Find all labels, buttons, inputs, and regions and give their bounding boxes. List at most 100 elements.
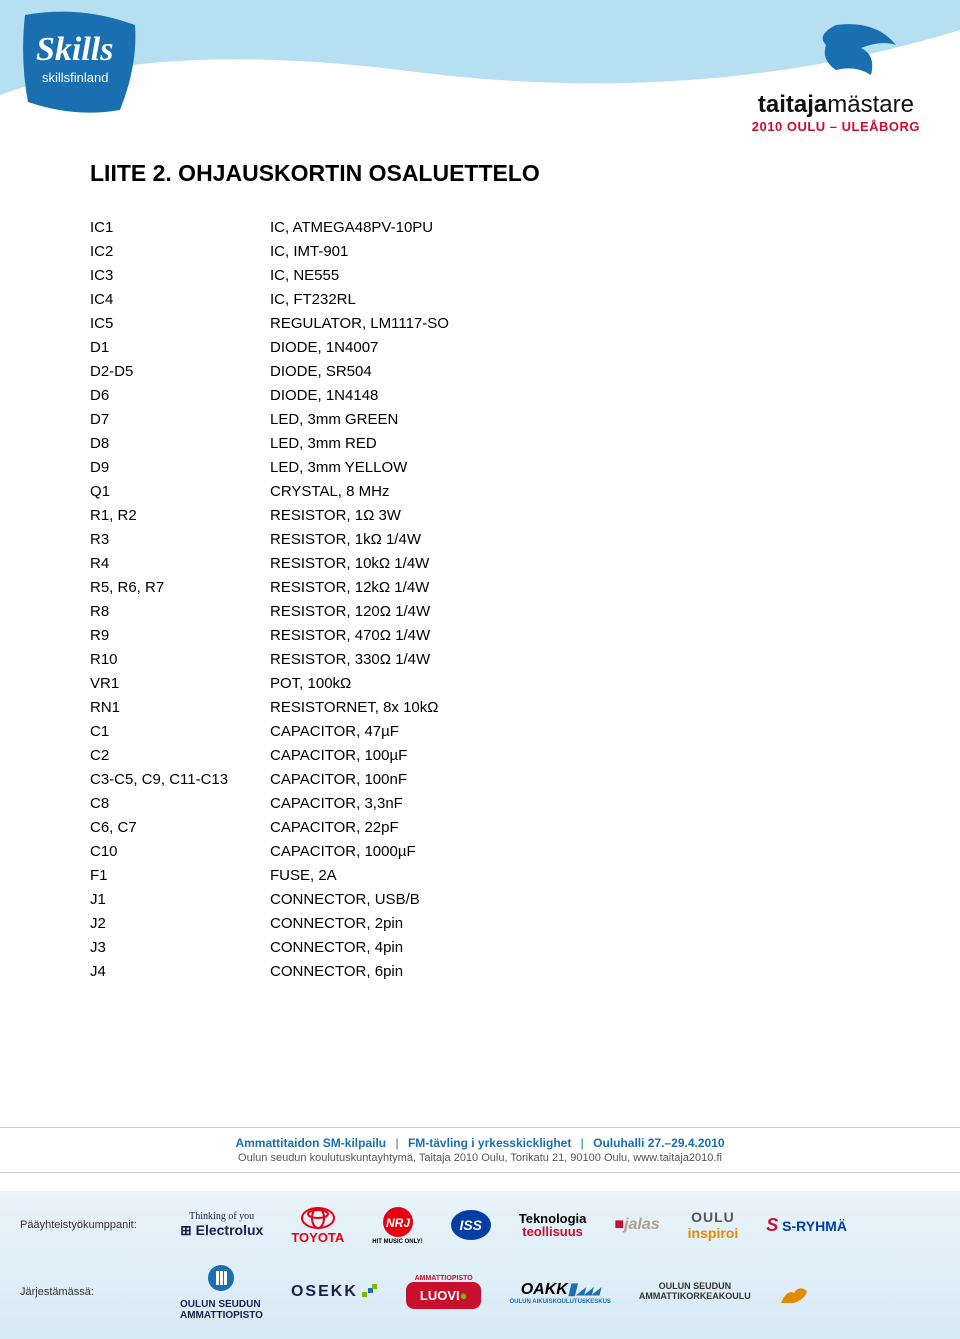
part-desc: POT, 100kΩ — [270, 671, 449, 695]
part-ref: D7 — [90, 407, 270, 431]
taitaja-logo: taitajamästare 2010 OULU – ULEÅBORG — [752, 20, 920, 134]
logo-toyota: TOYOTA — [291, 1206, 344, 1245]
part-desc: RESISTOR, 10kΩ 1/4W — [270, 551, 449, 575]
part-desc: CAPACITOR, 47µF — [270, 719, 449, 743]
part-ref: R9 — [90, 623, 270, 647]
part-ref: J4 — [90, 959, 270, 983]
part-desc: REGULATOR, LM1117-SO — [270, 311, 449, 335]
footer-info: Ammattitaidon SM-kilpailu | FM-tävling i… — [0, 1127, 960, 1173]
part-desc: CRYSTAL, 8 MHz — [270, 479, 449, 503]
logo-iss: ISS — [451, 1210, 491, 1240]
logo-luovi: AMMATTIOPISTO LUOVI● — [406, 1275, 482, 1309]
info-seg: Ouluhalli 27.–29.4.2010 — [593, 1136, 724, 1150]
part-ref: RN1 — [90, 695, 270, 719]
footer-info-line1: Ammattitaidon SM-kilpailu | FM-tävling i… — [0, 1136, 960, 1150]
part-desc: CONNECTOR, 2pin — [270, 911, 449, 935]
info-seg: Ammattitaidon SM-kilpailu — [235, 1136, 386, 1150]
part-ref: D1 — [90, 335, 270, 359]
part-desc: DIODE, 1N4007 — [270, 335, 449, 359]
part-ref: C3-C5, C9, C11-C13 — [90, 767, 270, 791]
oakk-text: OAKK — [521, 1281, 568, 1298]
info-sep: | — [395, 1136, 398, 1150]
oakk-sub: OULUN AIKUISKOULUTUSKESKUS — [509, 1299, 610, 1305]
electrolux-tagline: Thinking of you — [189, 1211, 254, 1222]
part-desc: RESISTOR, 330Ω 1/4W — [270, 647, 449, 671]
logo-nrj: NRJ HIT MUSIC ONLY! — [372, 1205, 422, 1245]
table-row: C8CAPACITOR, 3,3nF — [90, 791, 449, 815]
brand-bold: taitaja — [758, 91, 827, 118]
part-desc: DIODE, SR504 — [270, 359, 449, 383]
logo-electrolux: Thinking of you ⊞ Electrolux — [180, 1211, 263, 1240]
table-row: IC5REGULATOR, LM1117-SO — [90, 311, 449, 335]
part-desc: CAPACITOR, 100µF — [270, 743, 449, 767]
part-ref: IC4 — [90, 287, 270, 311]
part-ref: C2 — [90, 743, 270, 767]
part-ref: F1 — [90, 863, 270, 887]
table-row: R8RESISTOR, 120Ω 1/4W — [90, 599, 449, 623]
luovi-tag: AMMATTIOPISTO — [415, 1275, 473, 1282]
part-ref: R4 — [90, 551, 270, 575]
brand-sub: 2010 OULU – ULEÅBORG — [752, 119, 920, 134]
logo-flame-icon — [779, 1279, 809, 1305]
part-ref: VR1 — [90, 671, 270, 695]
table-row: F1FUSE, 2A — [90, 863, 449, 887]
part-ref: J2 — [90, 911, 270, 935]
part-ref: R1, R2 — [90, 503, 270, 527]
part-desc: DIODE, 1N4148 — [270, 383, 449, 407]
part-ref: R8 — [90, 599, 270, 623]
part-ref: R3 — [90, 527, 270, 551]
content-area: LIITE 2. OHJAUSKORTIN OSALUETTELO IC1IC,… — [0, 150, 960, 983]
table-row: IC2IC, IMT-901 — [90, 239, 449, 263]
sryhma-text: S-RYHMÄ — [782, 1218, 847, 1234]
part-ref: IC5 — [90, 311, 270, 335]
part-ref: J3 — [90, 935, 270, 959]
part-desc: RESISTOR, 1Ω 3W — [270, 503, 449, 527]
part-ref: IC1 — [90, 215, 270, 239]
page-header: Skills skillsfinland taitajamästare 2010… — [0, 0, 960, 150]
part-desc: IC, IMT-901 — [270, 239, 449, 263]
table-row: J1CONNECTOR, USB/B — [90, 887, 449, 911]
skills-finland-logo: Skills skillsfinland — [20, 10, 140, 120]
table-row: RN1RESISTORNET, 8x 10kΩ — [90, 695, 449, 719]
sponsor-label-organizers: Järjestämässä: — [20, 1286, 160, 1298]
part-ref: D9 — [90, 455, 270, 479]
svg-text:Skills: Skills — [36, 31, 113, 68]
part-desc: RESISTOR, 120Ω 1/4W — [270, 599, 449, 623]
swoosh-icon — [766, 20, 906, 80]
part-ref: D6 — [90, 383, 270, 407]
table-row: D2-D5DIODE, SR504 — [90, 359, 449, 383]
part-ref: C10 — [90, 839, 270, 863]
sponsor-label-main: Pääyhteistyökumppanit: — [20, 1219, 160, 1231]
part-desc: IC, FT232RL — [270, 287, 449, 311]
table-row: R9RESISTOR, 470Ω 1/4W — [90, 623, 449, 647]
table-row: C6, C7CAPACITOR, 22pF — [90, 815, 449, 839]
part-ref: R10 — [90, 647, 270, 671]
logo-oamk: OULUN SEUDUN AMMATTIKORKEAKOULU — [639, 1282, 751, 1302]
part-ref: C8 — [90, 791, 270, 815]
footer-info-line2: Oulun seudun koulutuskuntayhtymä, Taitaj… — [0, 1152, 960, 1164]
table-row: D9LED, 3mm YELLOW — [90, 455, 449, 479]
table-row: Q1CRYSTAL, 8 MHz — [90, 479, 449, 503]
table-row: D7LED, 3mm GREEN — [90, 407, 449, 431]
part-ref: J1 — [90, 887, 270, 911]
part-desc: RESISTOR, 1kΩ 1/4W — [270, 527, 449, 551]
table-row: VR1POT, 100kΩ — [90, 671, 449, 695]
osao-line2: AMMATTIOPISTO — [180, 1310, 263, 1321]
part-desc: RESISTOR, 470Ω 1/4W — [270, 623, 449, 647]
osekk-text: OSEKK — [291, 1283, 358, 1301]
part-desc: CAPACITOR, 1000µF — [270, 839, 449, 863]
part-desc: CAPACITOR, 3,3nF — [270, 791, 449, 815]
oamk-line2: AMMATTIKORKEAKOULU — [639, 1292, 751, 1302]
sponsor-row-organizers: Järjestämässä: OULUN SEUDUN AMMATTIOPIST… — [20, 1263, 940, 1321]
logo-s-ryhma: S S-RYHMÄ — [766, 1215, 847, 1236]
table-row: R1, R2RESISTOR, 1Ω 3W — [90, 503, 449, 527]
part-ref: D2-D5 — [90, 359, 270, 383]
table-row: C1CAPACITOR, 47µF — [90, 719, 449, 743]
part-desc: IC, ATMEGA48PV-10PU — [270, 215, 449, 239]
table-row: D6DIODE, 1N4148 — [90, 383, 449, 407]
oulu-line2: inspiroi — [688, 1225, 739, 1241]
part-ref: C1 — [90, 719, 270, 743]
table-row: J4CONNECTOR, 6pin — [90, 959, 449, 983]
part-desc: IC, NE555 — [270, 263, 449, 287]
table-row: J3CONNECTOR, 4pin — [90, 935, 449, 959]
